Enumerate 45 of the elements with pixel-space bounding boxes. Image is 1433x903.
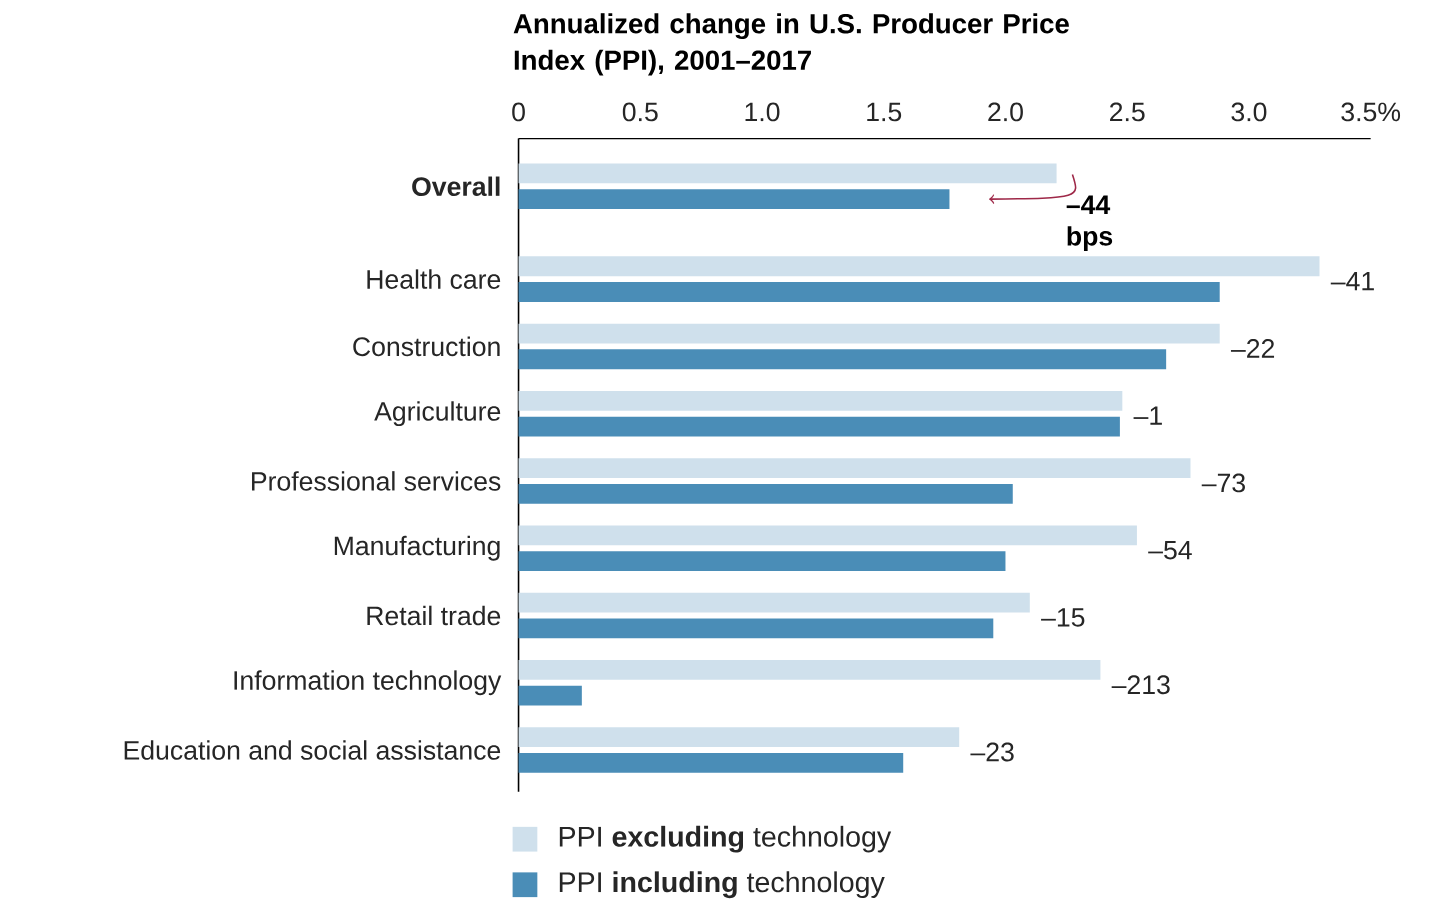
bar: [518, 551, 1006, 572]
y-tick-label: Construction: [353, 336, 500, 357]
y-tick-label: Retail trade: [367, 605, 501, 626]
bar: [518, 753, 904, 773]
annotation: –1: [1133, 406, 1162, 426]
bar: [518, 416, 1120, 437]
x-tick-label: 1.5: [867, 103, 902, 122]
y-tick-label: Information technology: [234, 670, 502, 696]
legend-label: PPI including technology: [559, 871, 885, 899]
y-tick-label: Agriculture: [374, 401, 501, 427]
x-tick-label: 3.0: [1231, 102, 1267, 122]
x-tick-label: 0.5: [622, 102, 658, 122]
bar: [518, 282, 1220, 303]
annotation: –22: [1230, 339, 1275, 358]
y-tick-label: Professional services: [252, 471, 501, 491]
y-tick-label: Education and social assistance: [124, 740, 501, 760]
y-tick-label: Manufacturing: [334, 536, 500, 561]
x-tick-label: 1.0: [745, 102, 780, 122]
x-tick-label: 0: [512, 102, 525, 122]
x-tick-label: 3.5%: [1341, 102, 1401, 122]
annotation: –23: [970, 742, 1014, 762]
annotation: –15: [1041, 608, 1085, 627]
y-tick-label: Health care: [367, 269, 501, 290]
bar: [518, 592, 1030, 613]
annotation: –44 bps: [1066, 195, 1113, 252]
bar: [518, 618, 994, 639]
bar: [518, 349, 1167, 370]
chart-title: Annualized change in U.S. Producer Price Index (PPI), 2001–2017: [513, 13, 1069, 76]
bar: [518, 660, 1101, 680]
bar: [518, 256, 1320, 277]
bar: [518, 458, 1191, 479]
x-tick-label: 2.5: [1110, 102, 1145, 122]
bar: [518, 484, 1013, 504]
y-tick-label: Overall: [412, 176, 500, 197]
annotation: –73: [1201, 473, 1245, 493]
annotation: –41: [1330, 272, 1374, 291]
bar: [518, 685, 582, 706]
annotation: –54: [1148, 541, 1192, 560]
bar: [518, 323, 1220, 344]
annotation: –213: [1111, 675, 1170, 695]
bar: [518, 391, 1123, 411]
bar: [518, 525, 1137, 546]
legend-label: PPI excluding technology: [559, 826, 892, 853]
bar: [518, 727, 960, 748]
x-tick-label: 2.0: [988, 102, 1023, 122]
